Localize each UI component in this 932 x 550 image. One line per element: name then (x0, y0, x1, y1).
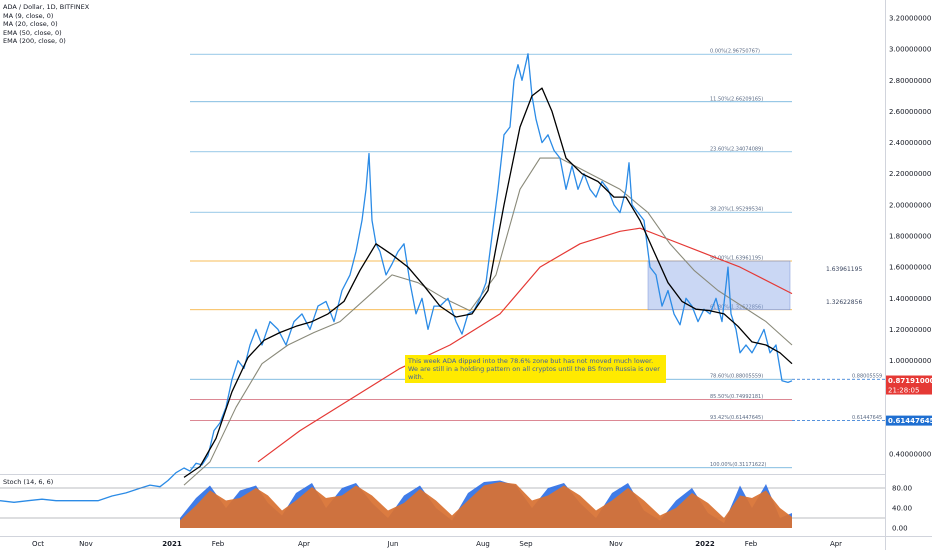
series-line-ma (183, 87, 793, 478)
chart-legend: ADA / Dollar, 1D, BITFINEX MA (9, close,… (3, 3, 89, 46)
fib-level-label: 38.20%(1.95299534) (710, 207, 763, 213)
stoch-shade (180, 482, 792, 528)
target-zone-box[interactable] (647, 260, 791, 311)
time-axis-tick: 2022 (695, 540, 715, 548)
level-label: 0.88005559 (852, 374, 882, 380)
time-axis-tick: Feb (212, 540, 225, 548)
legend-symbol: ADA / Dollar, 1D, BITFINEX (3, 3, 90, 11)
price-axis-tick: 1.20000000 (889, 326, 931, 334)
stoch-axis-tick: 0.00 (892, 525, 908, 533)
legend-indicator-ma20[interactable]: MA (20, close, 0) (3, 20, 58, 29)
series-line-ma (183, 157, 793, 486)
annotation-note[interactable]: This week ADA dipped into the 78.6% zone… (405, 355, 666, 383)
price-tag-value: 0.61447645 (888, 417, 932, 425)
fib-level-label: 100.00%(0.31171622) (710, 462, 766, 468)
price-axis-tick: 2.20000000 (889, 170, 931, 178)
price-axis-tick: 0.40000000 (889, 451, 931, 459)
fib-level-label: 93.42%(0.61447645) (710, 415, 763, 421)
fib-level-label: 50.00%(1.63961195) (710, 255, 763, 261)
box-bottom-label: 1.32622856 (826, 299, 862, 306)
time-axis-tick: Apr (830, 540, 842, 548)
price-axis-tick: 2.60000000 (889, 108, 931, 116)
time-axis-tick: Apr (298, 540, 310, 548)
fib-level-label: 0.00%(2.96750767) (710, 49, 760, 55)
price-axis-tick: 1.60000000 (889, 264, 931, 272)
time-axis[interactable]: Oct Nov 2021 Feb Apr Jun Aug Sep Nov 2022 Feb Apr (32, 540, 842, 548)
price-axis-tick: 2.00000000 (889, 201, 931, 209)
stoch-axis[interactable]: 80.00 40.00 0.00 (892, 485, 912, 533)
price-axis-tick: 1.00000000 (889, 357, 931, 365)
time-axis-tick: Oct (32, 540, 44, 548)
time-axis-tick: Sep (519, 540, 533, 548)
level-label: 0.61447645 (852, 415, 882, 421)
price-tag-bg (886, 375, 932, 395)
stoch-legend[interactable]: Stoch (14, 6, 6) (3, 478, 54, 486)
stoch-axis-tick: 40.00 (892, 505, 912, 513)
time-axis-tick: Aug (476, 540, 490, 548)
legend-indicator-ema50[interactable]: EMA (50, close, 0) (3, 28, 62, 37)
price-axis-tick: 3.00000000 (889, 46, 931, 54)
price-series-group (0, 53, 793, 503)
legend-indicator-ma9[interactable]: MA (9, close, 0) (3, 11, 54, 20)
fib-level-label: 61.80%(1.32622856) (710, 304, 763, 310)
price-tag-bg (886, 415, 932, 426)
price-axis-tick: 2.40000000 (889, 139, 931, 147)
fib-level-label: 78.60%(0.88005559) (710, 374, 763, 380)
legend-indicator-ema200[interactable]: EMA (200, close, 0) (3, 37, 66, 46)
price-axis-tick: 1.40000000 (889, 295, 931, 303)
fib-level-label: 11.50%(2.66209165) (710, 96, 763, 102)
time-axis-tick: Nov (79, 540, 93, 548)
stoch-series-group (0, 480, 885, 528)
price-axis-tick: 3.20000000 (889, 15, 931, 23)
price-tags: 0.880055590.880055590.871910000.61447645… (792, 374, 932, 426)
price-tag-value: 0.87191000 (888, 377, 932, 385)
series-line-ada (0, 53, 793, 503)
stoch-d-area (180, 482, 792, 528)
time-axis-tick: Feb (745, 540, 758, 548)
fib-level-label: 85.50%(0.74992181) (710, 394, 763, 400)
stoch-axis-tick: 80.00 (892, 485, 912, 493)
price-axis-tick: 2.80000000 (889, 77, 931, 85)
fib-retracement[interactable]: 0.00%(2.96750767) 11.50%(2.66209165) 23.60… (190, 49, 792, 469)
price-axis-tick: 1.80000000 (889, 233, 931, 241)
time-axis-tick: 2021 (162, 540, 182, 548)
fib-level-label: 23.60%(2.34074089) (710, 146, 763, 152)
time-axis-tick: Jun (387, 540, 399, 548)
box-top-label: 1.63961195 (826, 266, 862, 273)
candle-timer: 21:28:05 (888, 387, 919, 395)
series-line-ema (257, 227, 793, 463)
time-axis-tick: Nov (609, 540, 623, 548)
